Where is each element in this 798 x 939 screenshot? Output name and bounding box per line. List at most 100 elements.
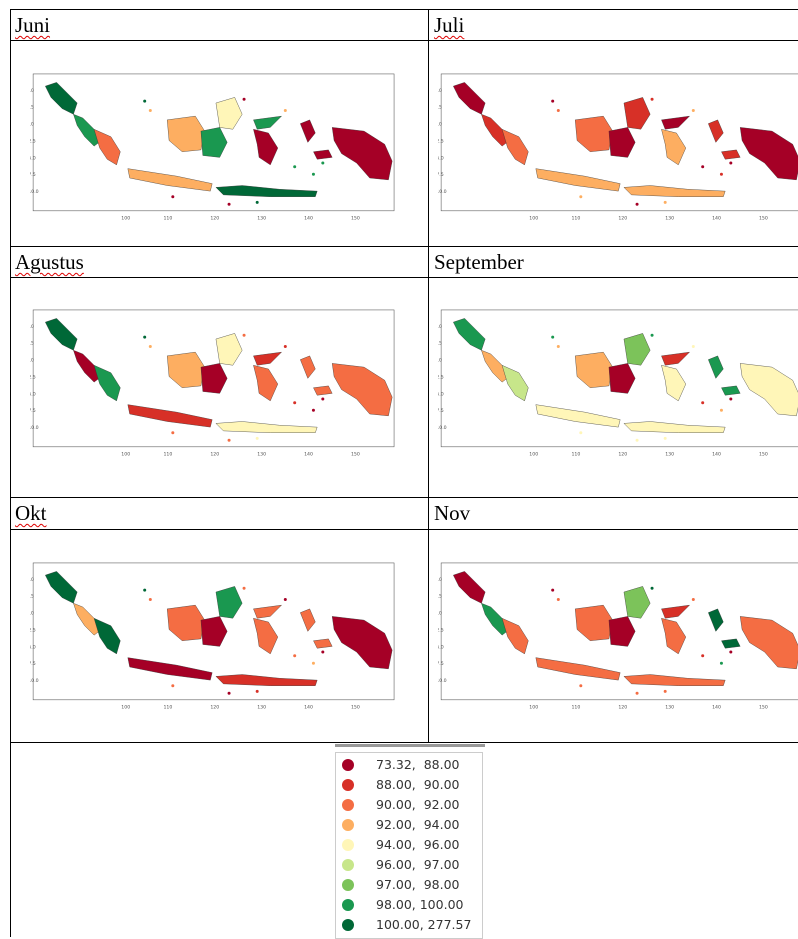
map-september: 5.0 2.5 0.0 -2.5 -5.0 -7.5 -10.0 100 110 120 130 14… — [438, 309, 798, 459]
islet — [650, 586, 654, 590]
legend-swatch — [342, 899, 354, 911]
islet — [551, 99, 555, 103]
y-tick-label: -7.5 — [30, 408, 36, 414]
row-divider-1 — [10, 246, 798, 247]
panel-grid: Juni Juli Agustus September Okt Nov 5.0 2… — [10, 9, 798, 937]
province-region — [623, 97, 651, 130]
x-tick-label: 130 — [665, 215, 674, 221]
province-region — [253, 364, 279, 402]
province-region — [708, 355, 741, 396]
x-tick-label: 110 — [163, 704, 172, 710]
province-region — [661, 604, 691, 619]
y-tick-label: 2.5 — [30, 341, 34, 347]
x-tick-label: 120 — [618, 215, 627, 221]
province-region — [739, 363, 798, 417]
province-region — [253, 617, 279, 655]
islet — [729, 397, 733, 401]
islet — [635, 438, 639, 442]
province-region — [45, 82, 78, 115]
legend-item: 73.32, 88.00 — [336, 755, 482, 775]
province-region — [501, 364, 529, 402]
islet — [227, 202, 231, 206]
panel-title-juli: Juli — [434, 13, 465, 37]
y-tick-label: 0.0 — [30, 122, 34, 128]
map-juli: 5.0 2.5 0.0 -2.5 -5.0 -7.5 -10.0 100 110 120 130 14… — [438, 73, 798, 223]
province-region — [200, 127, 228, 158]
x-tick-label: 110 — [571, 215, 580, 221]
islet — [556, 598, 560, 601]
province-region — [661, 617, 687, 655]
x-tick-label: 100 — [529, 704, 538, 710]
legend-scrollbar — [335, 744, 485, 747]
islet — [171, 684, 175, 688]
x-tick-label: 130 — [257, 451, 266, 457]
legend-swatch — [342, 879, 354, 891]
islet — [143, 99, 147, 103]
islet — [283, 598, 287, 601]
header-rule-row1 — [10, 40, 798, 41]
x-tick-label: 150 — [351, 704, 360, 710]
province-region — [535, 657, 621, 681]
province-region — [253, 115, 283, 130]
islet — [148, 598, 152, 601]
map-svg: 5.0 2.5 0.0 -2.5 -5.0 -7.5 -10.0 100 110 120 130 14… — [438, 562, 798, 710]
islet — [719, 661, 723, 665]
province-region — [608, 127, 636, 158]
x-tick-label: 150 — [759, 215, 768, 221]
legend-swatch — [342, 779, 354, 791]
province-region — [708, 119, 741, 160]
islet — [293, 654, 297, 658]
x-tick-label: 120 — [210, 704, 219, 710]
islet — [701, 401, 705, 405]
islet — [635, 691, 639, 695]
y-tick-label: 2.5 — [438, 341, 442, 347]
y-tick-label: -7.5 — [30, 661, 36, 667]
row-divider-2 — [10, 497, 798, 498]
province-region — [331, 363, 393, 417]
province-region — [623, 674, 726, 686]
y-tick-label: -7.5 — [438, 408, 444, 414]
legend-item: 94.00, 96.00 — [336, 835, 482, 855]
province-region — [93, 617, 121, 655]
y-tick-label: -10.0 — [30, 678, 39, 684]
legend-item: 88.00, 90.00 — [336, 775, 482, 795]
islet — [691, 598, 695, 601]
y-tick-label: -2.5 — [30, 138, 36, 144]
islet — [227, 438, 231, 442]
islet — [729, 161, 733, 165]
province-region — [200, 616, 228, 647]
legend-swatch — [342, 759, 354, 771]
islet — [293, 401, 297, 405]
y-tick-label: 5.0 — [438, 88, 442, 94]
province-region — [623, 333, 651, 366]
x-tick-label: 120 — [618, 704, 627, 710]
province-region — [215, 185, 318, 197]
table-border-top — [10, 9, 798, 10]
province-region — [574, 351, 613, 388]
province-region — [739, 616, 798, 670]
islet — [321, 650, 325, 654]
islet — [663, 689, 667, 693]
y-tick-label: -10.0 — [438, 425, 447, 431]
y-tick-label: -10.0 — [30, 425, 39, 431]
islet — [556, 109, 560, 112]
province-region — [623, 586, 651, 619]
islet — [283, 109, 287, 112]
province-region — [73, 602, 102, 636]
x-tick-label: 130 — [665, 451, 674, 457]
map-svg: 5.0 2.5 0.0 -2.5 -5.0 -7.5 -10.0 100 110 120 130 14… — [438, 73, 798, 221]
province-region — [215, 421, 318, 433]
map-svg: 5.0 2.5 0.0 -2.5 -5.0 -7.5 -10.0 100 110 120 130 14… — [30, 309, 395, 457]
y-tick-label: 5.0 — [438, 324, 442, 330]
y-tick-label: -5.0 — [438, 644, 444, 650]
province-region — [501, 128, 529, 166]
header-rule-row2 — [10, 277, 798, 278]
legend-label: 97.00, 98.00 — [376, 877, 460, 892]
legend-swatch — [342, 839, 354, 851]
legend: 73.32, 88.00 88.00, 90.00 90.00, 92.00 92.0… — [335, 752, 483, 939]
y-tick-label: 2.5 — [30, 105, 34, 111]
x-tick-label: 100 — [121, 451, 130, 457]
legend-item: 90.00, 92.00 — [336, 795, 482, 815]
province-region — [661, 364, 687, 402]
province-region — [300, 608, 333, 649]
